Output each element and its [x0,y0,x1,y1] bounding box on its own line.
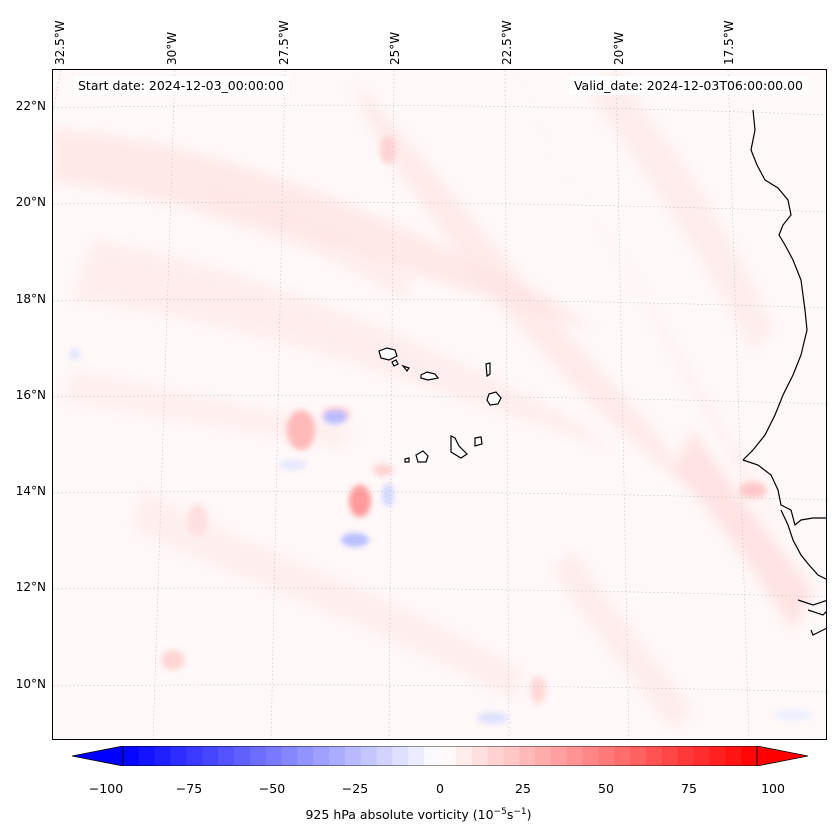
coastline [742,109,826,636]
colorbar-segment [218,746,235,766]
colorbar-segment [566,746,584,766]
colorbar-segment [661,746,679,766]
colorbar-segment [614,746,631,766]
colorbar-segment [265,746,282,766]
colorbar-tick: 75 [681,781,697,796]
colorbar-tick: 50 [598,781,614,796]
colorbar-tick: 0 [436,781,444,796]
colorbar-segment [725,746,742,766]
colorbar-segment [741,746,758,766]
vorticity-streaks [53,70,813,730]
lon-label-22-5w: 22.5°W [500,20,514,65]
lat-label-18n: 18°N [15,292,46,306]
colorbar-segment [424,746,441,766]
colorbar-segment [281,746,298,766]
colorbar-segment [376,746,393,766]
colorbar-segment [123,746,140,766]
start-date-label: Start date: 2024-12-03_00:00:00 [73,76,289,95]
colorbar-segment [471,746,489,766]
colorbar-extend-min [72,746,123,766]
colorbar-segment [598,746,615,766]
colorbar-segment [455,746,473,766]
lon-label-32-5w: 32.5°W [53,20,67,65]
colorbar-segment [503,746,520,766]
colorbar-segment [360,746,378,766]
colorbar-segment [535,746,552,766]
lat-label-20n: 20°N [15,195,46,209]
colorbar-segment [440,746,457,766]
lon-label-30w: 30°W [165,31,179,65]
colorbar-segment [138,746,156,766]
colorbar-segment [582,746,599,766]
lon-label-27-5w: 27.5°W [277,20,291,65]
colorbar-segment [154,746,172,766]
colorbar-segment [630,746,647,766]
valid-date-label: Valid_date: 2024-12-03T06:00:00.00 [568,76,808,95]
colorbar-tick: 25 [515,781,531,796]
colorbar-segment [186,746,203,766]
colorbar-tick: 100 [761,781,785,796]
colorbar-segment [233,746,251,766]
lat-label-14n: 14°N [15,484,46,498]
colorbar-segment [408,746,425,766]
lat-label-12n: 12°N [15,580,46,594]
colorbar-tick: −50 [258,781,286,796]
colorbar-segment [249,746,267,766]
vorticity-map [52,69,827,740]
colorbar-extend-max [757,746,808,766]
vorticity-field [53,70,826,739]
graticule [53,70,826,739]
colorbar-segment [709,746,726,766]
colorbar-segment [646,746,663,766]
colorbar-segment [487,746,504,766]
colorbar-segment [392,746,409,766]
colorbar [72,746,808,766]
lat-label-16n: 16°N [15,388,46,402]
colorbar-segment [202,746,219,766]
lon-label-25w: 25°W [388,31,402,65]
colorbar-segment [297,746,314,766]
lat-label-10n: 10°N [15,677,46,691]
colorbar-segment [677,746,695,766]
colorbar-segment [693,746,710,766]
vorticity-cells [70,136,813,724]
colorbar-tick: −25 [341,781,369,796]
colorbar-segment [550,746,568,766]
colorbar-label: 925 hPa absolute vorticity (10−5s−1) [305,807,532,823]
colorbar-segment [313,746,330,766]
colorbar-tick: −100 [88,781,124,796]
colorbar-segment [329,746,346,766]
colorbar-segment [170,746,187,766]
lon-label-20w: 20°W [612,31,626,65]
colorbar-tick: −75 [175,781,203,796]
lat-label-22n: 22°N [15,99,46,113]
colorbar-segment [344,746,362,766]
lon-label-17-5w: 17.5°W [722,20,736,65]
cape-verde-islands [378,347,502,463]
colorbar-segment [519,746,536,766]
